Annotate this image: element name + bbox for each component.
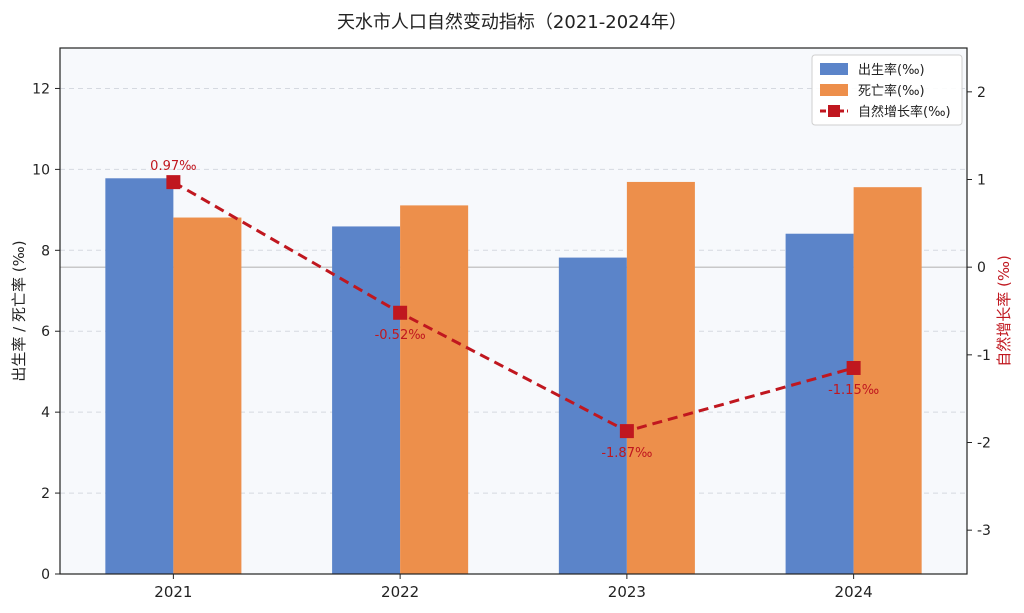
y2-tick-label: 1 xyxy=(977,173,986,189)
natural-growth-point xyxy=(393,305,408,320)
natural-growth-point xyxy=(619,424,634,439)
data-label: 0.97‰ xyxy=(150,159,196,174)
legend-label: 出生率(‰) xyxy=(858,62,925,78)
data-label: -1.87‰ xyxy=(601,446,652,461)
y-tick-label: 6 xyxy=(41,324,50,340)
plot-frame xyxy=(59,47,968,575)
y-tick-label: 4 xyxy=(41,405,50,421)
y-axis-label: 出生率 / 死亡率 (‰) xyxy=(10,240,28,381)
natural-growth-line xyxy=(172,180,855,433)
bar-death-rate xyxy=(626,181,695,575)
line-layer: 0.97‰ -0.52‰ -1.87‰ -1.15‰ xyxy=(150,159,879,461)
y2-tick-label: 2 xyxy=(977,85,986,101)
y2-tick-label: -3 xyxy=(977,523,991,539)
legend-marker xyxy=(828,105,840,117)
bar-birth-rate xyxy=(785,233,854,575)
y-tick-label: 2 xyxy=(41,486,50,502)
legend-swatch xyxy=(820,84,848,96)
y-tick-label: 8 xyxy=(41,243,50,259)
legend-label: 自然增长率(‰) xyxy=(858,104,951,120)
y2-axis-label: 自然增长率 (‰) xyxy=(995,255,1013,367)
y2-tick-label: -2 xyxy=(977,436,991,452)
bar-birth-rate xyxy=(558,257,627,574)
y-tick-label: 10 xyxy=(32,162,50,178)
data-label: -1.15‰ xyxy=(828,383,879,398)
x-tick-label: 2024 xyxy=(835,583,873,601)
bar-death-rate xyxy=(400,205,469,574)
x-tick-label: 2021 xyxy=(154,583,192,601)
legend-swatch xyxy=(820,63,848,75)
legend-box xyxy=(811,54,963,126)
bars-layer xyxy=(105,178,922,575)
x-tick-label: 2023 xyxy=(608,583,646,601)
natural-growth-point xyxy=(846,360,861,375)
y2-tick-label: 0 xyxy=(977,260,986,276)
y-tick-label: 12 xyxy=(32,81,50,97)
bar-birth-rate xyxy=(105,178,174,575)
bar-death-rate xyxy=(853,187,922,575)
data-label: -0.52‰ xyxy=(375,328,426,343)
chart-title: 天水市人口自然变动指标（2021-2024年） xyxy=(337,12,687,33)
bar-death-rate xyxy=(173,217,242,574)
y2-tick-label: -1 xyxy=(977,348,991,364)
legend-label: 死亡率(‰) xyxy=(858,83,925,99)
bar-birth-rate xyxy=(332,226,401,575)
legend: 出生率(‰) 死亡率(‰) 自然增长率(‰) xyxy=(811,54,963,126)
y-tick-label: 0 xyxy=(41,567,50,583)
x-tick-label: 2022 xyxy=(381,583,419,601)
natural-growth-point xyxy=(166,175,181,190)
